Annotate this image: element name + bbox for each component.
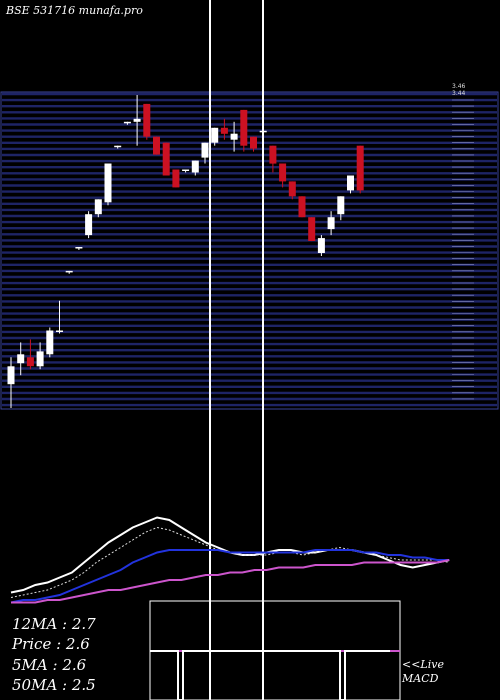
- candle-body: [133, 118, 141, 122]
- candle-body: [269, 145, 277, 164]
- stat-50ma: 50MA : 2.5: [12, 676, 96, 694]
- macd-histogram-line: [150, 650, 390, 700]
- candle-body: [220, 127, 228, 134]
- candle-body: [94, 199, 102, 215]
- stat-price: Price : 2.6: [11, 635, 90, 653]
- vertical-markers: [209, 0, 264, 700]
- price-band-frame: [0, 91, 499, 410]
- candle-body: [308, 217, 316, 241]
- candle-body: [75, 247, 83, 249]
- candle-body: [182, 169, 190, 171]
- candle-body: [230, 133, 238, 140]
- candle-body: [288, 181, 296, 197]
- candle-body: [240, 109, 248, 146]
- live-label[interactable]: <<Live: [402, 658, 444, 671]
- candle-body: [123, 121, 131, 124]
- candle-body: [172, 169, 180, 188]
- candle-body: [143, 103, 151, 137]
- chart-title: BSE 531716 munafa.pro: [5, 4, 143, 17]
- candle-body: [356, 145, 364, 191]
- price-bands: [2, 92, 497, 407]
- candle-body: [337, 196, 345, 215]
- candle-body: [162, 142, 170, 176]
- macd-label[interactable]: MACD: [401, 672, 439, 685]
- price-label-second: 3.44: [452, 90, 466, 97]
- candle-body: [211, 127, 219, 143]
- ma-line-50ma: [11, 559, 450, 604]
- candle-body: [201, 142, 209, 158]
- stat-12ma: 12MA : 2.7: [12, 615, 96, 633]
- candle-body: [85, 214, 93, 236]
- candle-body: [317, 238, 325, 253]
- candle-body: [153, 136, 160, 155]
- candle-body: [26, 357, 34, 367]
- candle-body: [114, 145, 122, 148]
- candle-body: [46, 330, 54, 355]
- candle-body: [65, 270, 73, 273]
- candle-body: [298, 196, 306, 218]
- price-label-top: 3.46: [452, 83, 466, 90]
- candle-body: [17, 354, 25, 364]
- price-level-labels: [452, 99, 474, 400]
- candle-body: [191, 160, 199, 173]
- candle-body: [279, 163, 287, 182]
- candle-body: [347, 175, 354, 191]
- stat-5ma: 5MA : 2.6: [12, 656, 87, 674]
- candle-body: [250, 136, 257, 149]
- ma-line-30ma: [10, 549, 450, 604]
- candle-body: [36, 351, 44, 367]
- macd-panel: [149, 600, 401, 700]
- candles: [7, 95, 364, 408]
- stats-panel: 12MA : 2.7 Price : 2.6 5MA : 2.6 50MA : …: [11, 615, 96, 694]
- candle-body: [327, 217, 335, 230]
- candle-body: [56, 330, 63, 332]
- moving-average-lines: [10, 516, 450, 604]
- candle-body: [7, 366, 15, 385]
- candle-body: [104, 163, 112, 203]
